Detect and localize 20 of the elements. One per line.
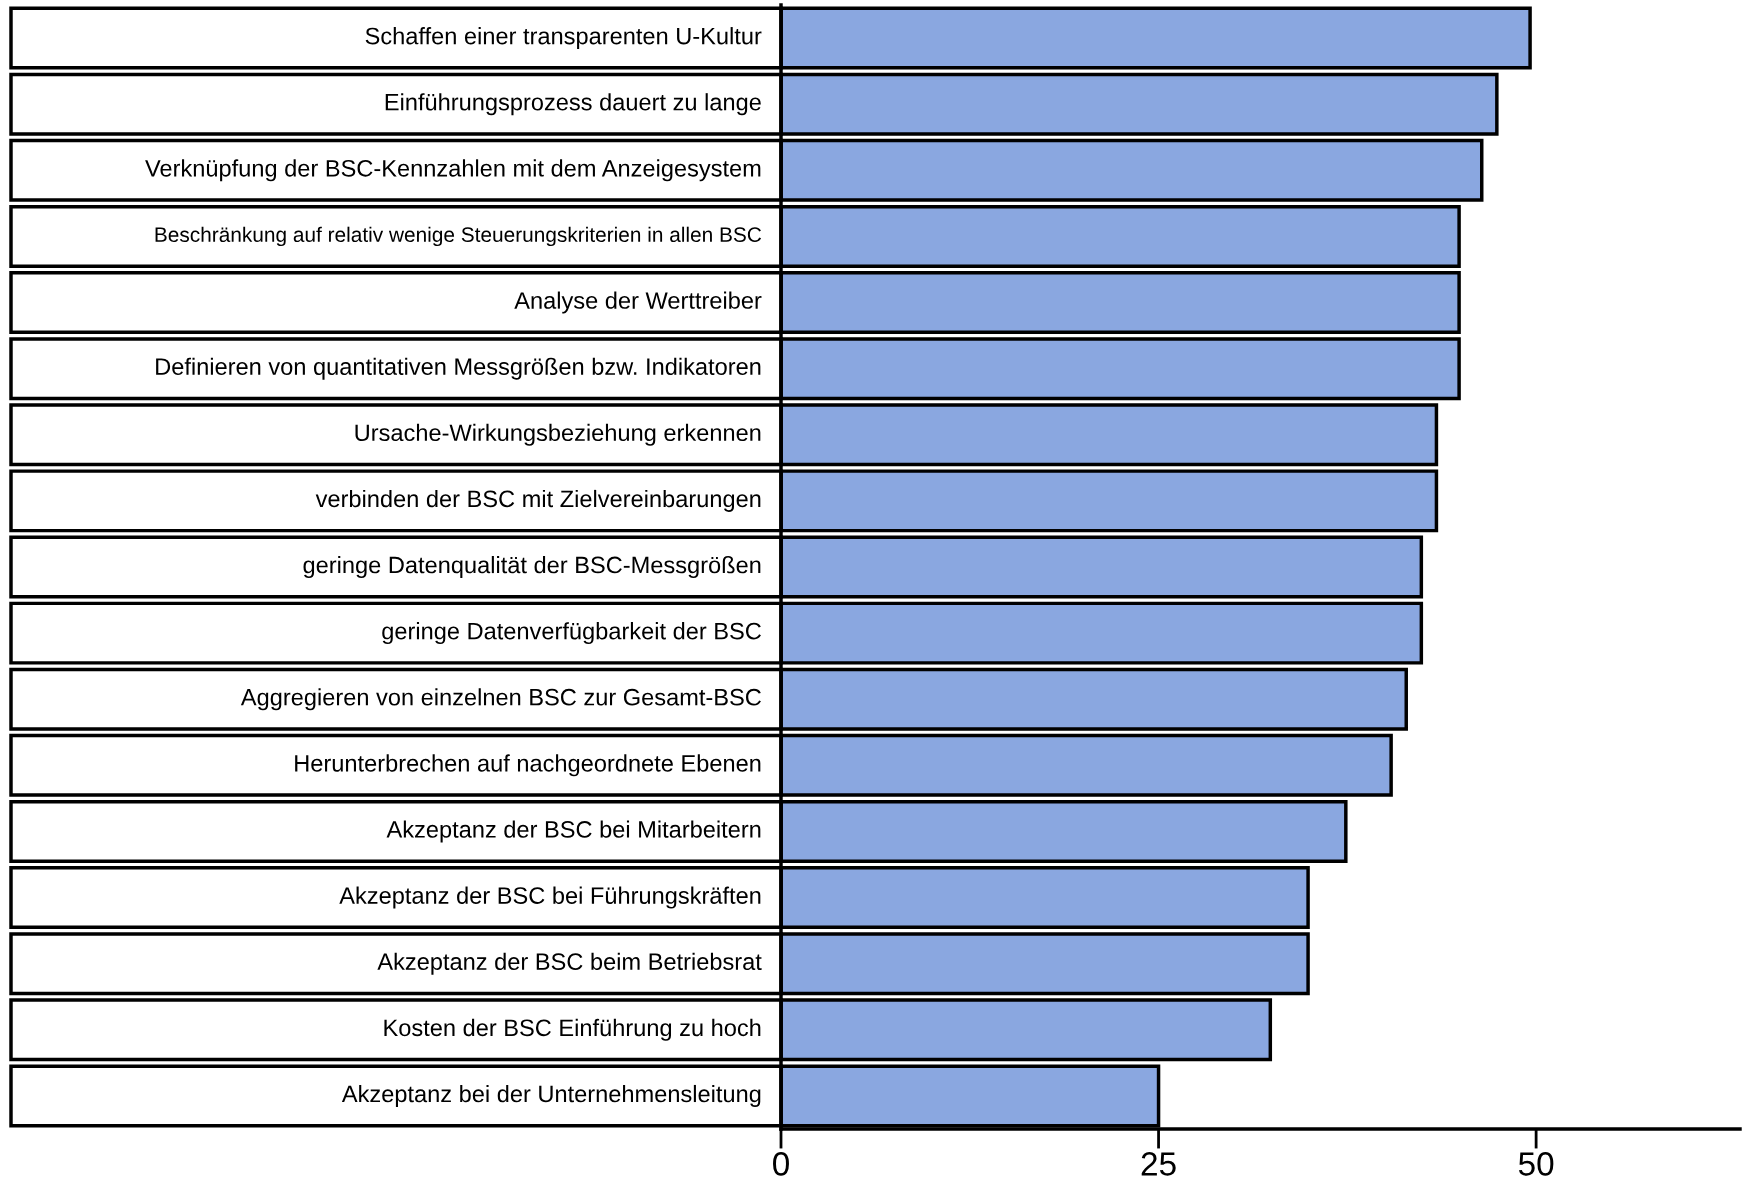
y-tick-label: geringe Datenqualität der BSC-Messgrößen — [303, 555, 761, 579]
x-tick-label: 25 — [1141, 1152, 1176, 1176]
y-tick-label: Akzeptanz der BSC beim Betriebsrat — [377, 952, 762, 975]
y-tick-label: Kosten der BSC Einführung zu hoch — [384, 1018, 761, 1041]
x-tick-label: 50 — [1518, 1152, 1554, 1176]
y-tick-label: Akzeptanz der BSC bei Mitarbeitern — [386, 820, 761, 843]
y-tick-label: Analyse der Werttreiber — [514, 291, 762, 314]
y-tick-label: Akzeptanz der BSC bei Führungskräften — [339, 886, 761, 909]
y-tick-label: Definieren von quantitativen Messgrößen bzw. Indikatoren — [156, 357, 761, 380]
x-tick-label: 0 — [773, 1152, 789, 1176]
y-tick-label: Beschränkung auf relativ wenige Steuerungskriterien in allen BSC — [155, 226, 762, 247]
y-tick-label: geringe Datenverfügbarkeit der BSC — [382, 622, 761, 645]
y-tick-label: verbinden der BSC mit Zielvereinbarungen — [315, 489, 761, 512]
y-tick-label: Herunterbrechen auf nachgeordnete Ebenen — [295, 754, 761, 777]
y-tick-label: Aggregieren von einzelnen BSC zur Gesamt-BSC — [240, 688, 761, 711]
y-tick-label: Einführungsprozess dauert zu lange — [385, 93, 761, 116]
y-tick-label: Ursache-Wirkungsbeziehung erkennen — [355, 423, 761, 446]
y-tick-label: Akzeptanz bei der Unternehmensleitung — [341, 1084, 761, 1107]
y-tick-label: Verknüpfung der BSC-Kennzahlen mit dem Anzeigesystem — [145, 159, 761, 182]
y-tick-label: Schaffen einer transparenten U-Kultur — [365, 27, 762, 50]
